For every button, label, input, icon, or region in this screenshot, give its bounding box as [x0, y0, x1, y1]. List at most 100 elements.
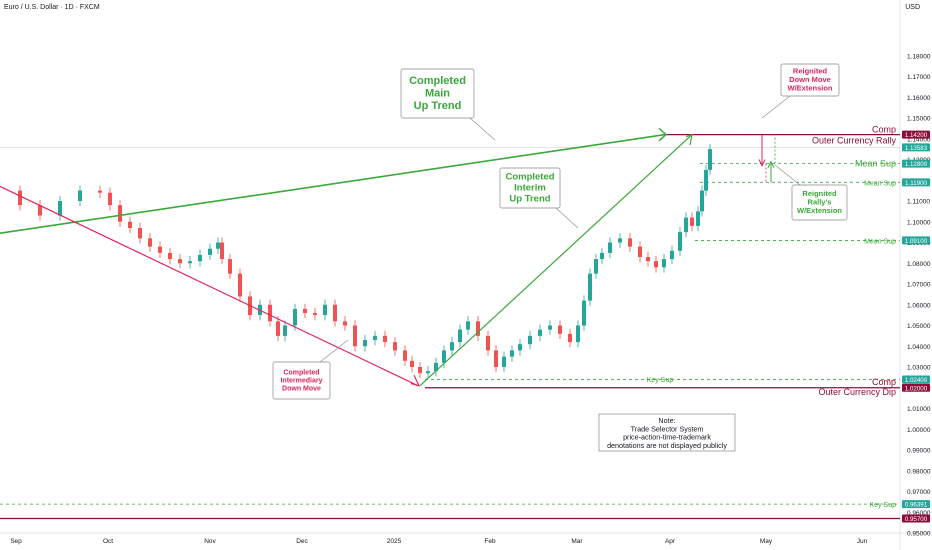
candle-body [148, 238, 152, 247]
price-label-text: 0.95700 [905, 516, 928, 523]
candle-body [654, 261, 658, 268]
price-label-text: 1.14200 [905, 132, 928, 139]
callout-interim-uptrend-text: Up Trend [509, 194, 550, 205]
candle-body [373, 335, 377, 341]
candle [78, 185, 82, 207]
candle [646, 251, 650, 267]
y-tick-label: 0.99000 [907, 448, 931, 455]
callout-reignited-down-text: Down Move [789, 75, 831, 84]
level-label-comp-dip: Comp [872, 377, 896, 387]
price-label-box [902, 143, 930, 152]
y-tick-label: 1.14000 [907, 136, 931, 143]
candle-body [568, 333, 572, 343]
candle [393, 336, 397, 356]
note-text: Note: [658, 416, 675, 425]
candle [486, 330, 490, 356]
candle [608, 237, 612, 259]
y-tick-label: 1.04000 [907, 344, 931, 351]
candle [458, 324, 462, 348]
candle [434, 357, 438, 377]
note-text: price-action-time-trademark [623, 433, 711, 442]
callout-main-uptrend-text: Main [425, 88, 450, 100]
candle-body [238, 273, 242, 297]
price-label-text: 1.12800 [905, 161, 928, 168]
x-tick-label: Dec [296, 538, 308, 545]
candle-body [434, 362, 438, 372]
candle [684, 212, 688, 238]
candle-body [58, 201, 62, 216]
candle [38, 199, 42, 221]
candle-body [220, 242, 224, 260]
candle-body [313, 313, 317, 316]
candle-body [548, 325, 552, 330]
candle [558, 320, 562, 339]
candle-body [303, 308, 307, 314]
y-tick-label: 1.01000 [907, 406, 931, 413]
candle-body [502, 356, 506, 367]
candle-body [466, 321, 470, 330]
price-label-text: 1.09100 [905, 238, 928, 245]
candle [168, 247, 172, 265]
candle-body [18, 190, 22, 206]
candle [466, 316, 470, 335]
candle [494, 345, 498, 373]
candle-body [628, 238, 632, 247]
candle-body [158, 246, 162, 253]
level-label-key-sup-low: Key Sup [870, 502, 897, 509]
reignited-down-arrowhead [758, 159, 766, 167]
candle [353, 320, 357, 352]
candle [323, 299, 327, 321]
main-uptrend-arrow [658, 127, 668, 142]
candle-body [108, 192, 112, 206]
y-tick-label: 1.07000 [907, 282, 931, 289]
candle-body [208, 248, 212, 255]
candle-body [323, 304, 327, 316]
candle [383, 330, 387, 348]
price-label-box [902, 383, 930, 392]
candle [476, 316, 480, 342]
candle-body [618, 238, 622, 243]
candle [208, 243, 212, 261]
candle-body [476, 321, 480, 336]
price-label: 1.13583 [902, 143, 930, 152]
candle-body [138, 227, 142, 239]
level-label-outer-dip: Outer Currency Dip [818, 387, 896, 397]
candle [268, 299, 272, 327]
level-label-mean-sup-2: Mean Sup [864, 180, 896, 187]
candle-body [38, 205, 42, 216]
candle [178, 253, 182, 269]
x-tick-label: Jun [857, 538, 868, 545]
callout-main-uptrend-pointer [469, 117, 496, 141]
candle-body [418, 367, 422, 374]
candle [518, 338, 522, 356]
candle-body [450, 342, 454, 351]
candle [403, 345, 407, 366]
candle-body [700, 190, 704, 212]
currency-label: USD [905, 4, 920, 11]
price-label-text: 1.02400 [905, 377, 928, 384]
price-label: 1.12800 [902, 159, 930, 168]
candle-body [118, 205, 122, 222]
y-tick-label: 0.95000 [907, 531, 931, 538]
y-tick-label: 0.96000 [907, 510, 931, 517]
candle-body [638, 246, 642, 258]
note-text: Trade Selector System [631, 424, 704, 433]
candle [158, 241, 162, 259]
price-label-text: 1.11900 [905, 180, 927, 187]
candle-body [662, 259, 666, 268]
candle-body [343, 321, 347, 326]
candle-body [494, 350, 498, 367]
candle-body [708, 149, 712, 170]
x-tick-label: Feb [484, 538, 496, 545]
candle [128, 216, 132, 234]
candle [628, 233, 632, 252]
candle [582, 295, 586, 331]
callout-interim-uptrend-box [499, 167, 561, 209]
note-box: Note:Trade Selector Systemprice-action-t… [598, 413, 736, 452]
x-tick-label: 2025 [387, 538, 402, 545]
note-rect [598, 413, 736, 452]
y-tick-label: 1.00000 [907, 427, 931, 434]
candle [426, 365, 430, 379]
